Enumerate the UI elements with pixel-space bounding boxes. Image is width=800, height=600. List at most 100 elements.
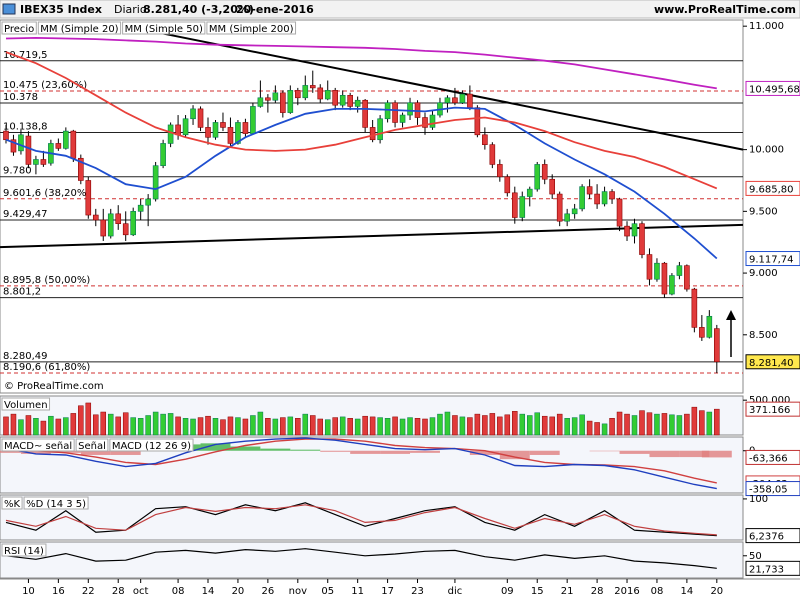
x-tick-label: 08 (651, 586, 664, 597)
series-line (5, 504, 717, 536)
legend-label: MM (Simple 20) (40, 24, 118, 35)
series-line (5, 106, 718, 260)
last-value-label: 9.117,74 (749, 255, 794, 266)
header-quote: 8.281,40 (-3,20%) (143, 3, 254, 16)
macd-histogram (410, 450, 440, 453)
x-tick-label: dic (448, 586, 463, 597)
volume-bar (152, 411, 159, 436)
candle-body (444, 97, 451, 104)
volume-bar (257, 411, 264, 436)
macd-histogram (260, 448, 291, 451)
level-label: 10.378 (3, 92, 38, 103)
y-tick-label: 100 (749, 494, 768, 505)
header-date: 20-ene-2016 (236, 3, 314, 16)
volume-bar (661, 413, 668, 436)
volume-bar (354, 418, 361, 436)
candle-body (631, 223, 638, 237)
volume-bar (489, 413, 496, 436)
level-label: 8.190,6 (61,80%) (3, 362, 90, 373)
last-value-box (745, 449, 800, 465)
volume-bar (115, 416, 121, 436)
volume-bar (145, 415, 151, 436)
candle-body (661, 262, 668, 295)
level-label: 9.601,6 (38,20%) (3, 188, 90, 199)
volume-bar (63, 417, 69, 436)
x-tick-label: 16 (52, 586, 65, 597)
candle-body (3, 130, 9, 141)
candle-body (579, 186, 585, 210)
macd-histogram (80, 450, 111, 455)
trend-arrow-head (726, 310, 736, 320)
volume-bar (519, 413, 526, 436)
candle-body (399, 114, 406, 123)
candle-body (541, 164, 548, 180)
legend-label: MACD~ señal (4, 441, 72, 452)
macd-histogram (701, 450, 732, 458)
volume-bar (250, 415, 256, 436)
level-label: 10.475 (23,60%) (3, 80, 87, 91)
candle-body (624, 225, 630, 237)
volume-bar (18, 419, 24, 436)
candle-body (205, 127, 211, 138)
volume-bar (100, 411, 107, 436)
x-tick-label: oct (133, 586, 149, 597)
volume-bar (130, 417, 136, 436)
y-tick-label: 11.000 (749, 21, 784, 32)
candle-body (309, 85, 316, 89)
legend-box (122, 21, 206, 35)
x-tick-label: 14 (202, 586, 215, 597)
last-value-label: 6,2376 (749, 532, 784, 543)
last-value-box (745, 80, 800, 96)
candle-body (317, 87, 324, 100)
candle-body (10, 139, 17, 153)
volume-bar (295, 418, 301, 436)
candle-body (691, 288, 698, 328)
legend-box (109, 438, 194, 452)
candle-body (78, 157, 84, 181)
y-tick-label: 50 (749, 551, 762, 562)
y-tick-label: 500.000 (749, 395, 790, 406)
candle-body (18, 134, 24, 152)
volume-bar (594, 422, 600, 436)
candle-body (504, 176, 511, 194)
panel (0, 494, 744, 541)
volume-bar (197, 417, 204, 436)
volume-bar (482, 415, 488, 436)
x-tick-label: 14 (681, 586, 694, 597)
legend-box (75, 438, 109, 452)
volume-bar (646, 412, 653, 436)
volume-bar (407, 417, 413, 436)
candle-body (354, 99, 361, 107)
volume-bar (55, 418, 62, 436)
volume-bar (392, 416, 398, 436)
candle-body (511, 192, 518, 218)
volume-bar (48, 415, 54, 436)
candle-body (122, 223, 129, 236)
y-tick-label: 8.500 (749, 330, 778, 341)
header-title: IBEX35 Index (20, 3, 102, 16)
legend-box (23, 496, 89, 510)
volume-bar (527, 415, 533, 436)
volume-bar (93, 414, 99, 436)
candle-body (25, 135, 32, 165)
volume-bar (317, 418, 323, 436)
volume-bar (227, 416, 234, 436)
volume-bar (287, 416, 294, 436)
last-value-box (745, 354, 800, 370)
macd-histogram (290, 449, 321, 451)
candle-body (422, 117, 428, 128)
x-tick-label: 21 (561, 586, 574, 597)
candle-body (586, 186, 593, 195)
macd-histogram (200, 443, 231, 451)
candle-body (601, 191, 608, 205)
series-line (5, 437, 717, 490)
volume-bar (497, 416, 503, 436)
macd-histogram (20, 450, 51, 454)
candle-body (332, 90, 339, 106)
volume-bar (631, 415, 638, 436)
volume-bar (242, 418, 249, 436)
volume-bar (414, 418, 421, 436)
volume-bar (384, 418, 391, 436)
last-value-label: -358,05 (749, 485, 788, 496)
level-label: 8.280,49 (3, 351, 48, 362)
